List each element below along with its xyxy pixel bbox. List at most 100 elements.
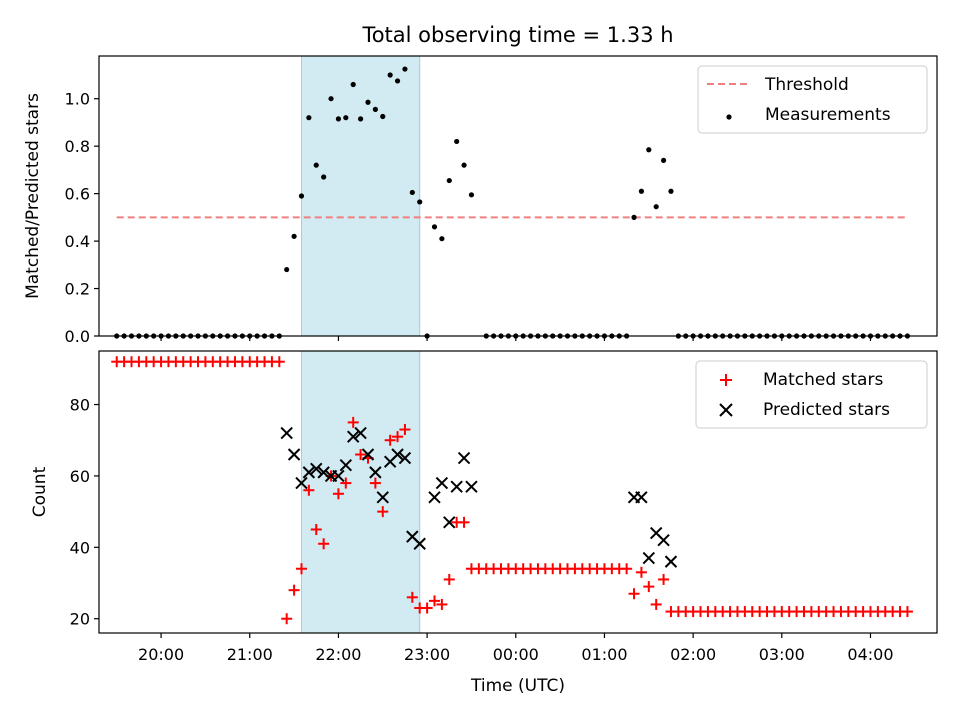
predicted-star-marker bbox=[280, 426, 293, 440]
measurement-point bbox=[468, 192, 475, 198]
predicted-star-marker bbox=[332, 469, 345, 483]
predicted-star-marker bbox=[428, 491, 441, 504]
matched-star-marker bbox=[384, 434, 396, 446]
predicted-star-marker bbox=[339, 459, 353, 472]
matched-star-marker bbox=[310, 523, 322, 535]
predicted-star-marker bbox=[310, 462, 323, 476]
measurement-point bbox=[365, 99, 371, 105]
x-tick-label: 21:00 bbox=[227, 645, 273, 664]
matched-star-marker bbox=[406, 591, 418, 603]
legend-predicted-swatch bbox=[719, 403, 733, 417]
matched-star-marker bbox=[428, 595, 440, 607]
matched-star-marker bbox=[369, 477, 381, 489]
top-panel: 0.0 0.2 0.4 0.6 0.8 1.0 Matched/Predicted sta… bbox=[23, 55, 938, 346]
matched-star-marker bbox=[318, 538, 330, 550]
predicted-star-marker bbox=[376, 491, 389, 504]
highlight-span-rect bbox=[300, 350, 421, 634]
legend-matched-label: Matched stars bbox=[763, 370, 883, 390]
top-y-axis-label: Matched/Predicted stars bbox=[23, 93, 43, 299]
matched-star-marker bbox=[392, 431, 404, 443]
matched-star-marker bbox=[650, 598, 662, 610]
matched-star-marker bbox=[436, 598, 448, 610]
legend-measurements-swatch bbox=[726, 114, 732, 120]
y-tick-label: 0.8 bbox=[65, 137, 90, 156]
predicted-star-marker bbox=[361, 448, 375, 461]
x-tick-label: 01:00 bbox=[581, 645, 627, 664]
matched-star-marker bbox=[399, 424, 411, 436]
measurement-point bbox=[668, 188, 674, 194]
matched-star-marker bbox=[295, 563, 307, 575]
measurement-point bbox=[321, 174, 327, 180]
y-tick-label: 60 bbox=[70, 467, 90, 486]
bottom-panel: 20 40 60 80 20:00 21:00 22:00 23:00 00:00 01:00 0… bbox=[30, 350, 938, 696]
predicted-star-marker bbox=[295, 476, 308, 490]
bottom-x-ticks: 20:00 21:00 22:00 23:00 00:00 01:00 02:00 03:00… bbox=[138, 633, 894, 664]
legend-matched-swatch bbox=[720, 374, 732, 386]
measurement-point bbox=[461, 162, 467, 168]
x-tick-label: 00:00 bbox=[493, 645, 539, 664]
y-tick-label: 0.0 bbox=[65, 327, 90, 346]
measurement-point bbox=[387, 72, 393, 78]
matched-star-marker bbox=[273, 356, 285, 368]
measurement-point bbox=[328, 96, 334, 102]
measurement-point bbox=[409, 189, 415, 196]
predicted-star-marker bbox=[317, 466, 330, 479]
measurement-point bbox=[431, 224, 438, 230]
figure-title: Total observing time = 1.33 h bbox=[361, 23, 673, 47]
predicted-star-marker bbox=[635, 491, 648, 504]
predicted-star-marker bbox=[398, 451, 412, 465]
predicted-star-marker bbox=[642, 551, 656, 565]
measurement-point bbox=[638, 188, 645, 194]
highlight-span-rect bbox=[300, 55, 421, 337]
matched-star-marker bbox=[377, 506, 389, 518]
predicted-star-marker bbox=[664, 555, 678, 568]
predicted-star-marker bbox=[450, 480, 463, 493]
measurement-point bbox=[350, 81, 356, 88]
matched-star-marker bbox=[458, 516, 470, 528]
bottom-legend: Matched stars Predicted stars bbox=[695, 360, 928, 429]
matched-star-marker bbox=[621, 563, 633, 575]
y-tick-label: 40 bbox=[70, 538, 90, 557]
legend-measurements-label: Measurements bbox=[765, 105, 891, 125]
bottom-axes-frame bbox=[98, 350, 938, 634]
predicted-star-marker bbox=[287, 448, 301, 461]
bottom-highlight-span bbox=[300, 350, 421, 634]
legend-threshold-label: Threshold bbox=[764, 75, 849, 95]
measurement-point bbox=[343, 115, 349, 121]
y-tick-label: 0.4 bbox=[65, 232, 90, 251]
predicted-star-marker bbox=[457, 451, 471, 465]
measurement-point bbox=[306, 115, 312, 121]
measurement-point bbox=[660, 157, 667, 164]
measurement-point bbox=[372, 106, 378, 112]
matched-star-marker bbox=[347, 416, 359, 428]
measurement-point bbox=[380, 113, 386, 120]
measurement-point bbox=[454, 138, 460, 145]
measurement-point bbox=[313, 162, 319, 168]
top-x-ticks bbox=[160, 336, 872, 341]
measurement-point bbox=[402, 66, 408, 72]
matched-star-marker bbox=[288, 584, 300, 596]
predicted-star-marker bbox=[413, 537, 426, 550]
y-tick-label: 1.0 bbox=[65, 90, 90, 109]
x-axis-label: Time (UTC) bbox=[470, 676, 565, 696]
matched-star-marker bbox=[340, 477, 352, 489]
predicted-star-marker bbox=[657, 533, 670, 547]
measurement-point bbox=[439, 236, 445, 242]
legend-predicted-label: Predicted stars bbox=[763, 400, 890, 420]
matched-star-marker bbox=[635, 566, 647, 578]
predicted-star-marker bbox=[347, 430, 360, 443]
y-tick-label: 80 bbox=[70, 396, 90, 415]
matched-stars-series bbox=[111, 356, 913, 625]
x-tick-label: 22:00 bbox=[315, 645, 361, 664]
predicted-star-marker bbox=[391, 448, 404, 461]
predicted-star-marker bbox=[465, 480, 478, 493]
matched-star-marker bbox=[658, 573, 670, 585]
measurement-point bbox=[291, 233, 297, 239]
top-y-ticks: 0.0 0.2 0.4 0.6 0.8 1.0 bbox=[65, 90, 99, 346]
measurement-point bbox=[446, 177, 452, 184]
top-legend: Threshold Measurements bbox=[697, 65, 928, 134]
top-axes-frame bbox=[98, 55, 938, 337]
x-tick-label: 02:00 bbox=[670, 645, 716, 664]
matched-star-marker bbox=[355, 449, 367, 461]
matched-star-marker bbox=[643, 581, 655, 593]
